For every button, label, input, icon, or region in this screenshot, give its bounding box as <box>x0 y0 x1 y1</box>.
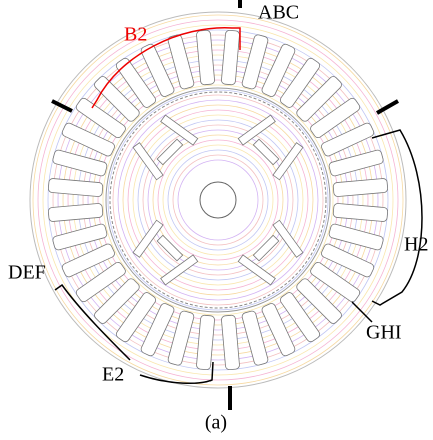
label: ABC <box>258 2 299 24</box>
rotor-magnet <box>157 235 182 260</box>
rotor-magnet <box>273 220 303 257</box>
rotor-magnet <box>161 115 198 145</box>
label: DEF <box>8 262 46 284</box>
motor-diagram: ABC B2 DEF E2 GHI H2 (a) <box>0 0 433 440</box>
rotor-magnet <box>238 115 275 145</box>
shaft <box>200 182 236 218</box>
rotor-magnet <box>253 235 278 260</box>
label: B2 <box>124 24 147 46</box>
label: GHI <box>366 322 402 344</box>
rotor-magnet <box>253 139 278 164</box>
rotor-magnet <box>157 139 182 164</box>
rotor-magnet <box>273 143 303 180</box>
rotor-magnet <box>133 143 163 180</box>
rotor-magnet <box>238 255 275 285</box>
pole-marker <box>377 101 398 113</box>
caption: (a) <box>205 412 227 434</box>
rotor-magnet <box>161 255 198 285</box>
label: H2 <box>404 234 428 256</box>
rotor-magnet <box>133 220 163 257</box>
label: E2 <box>102 364 124 386</box>
